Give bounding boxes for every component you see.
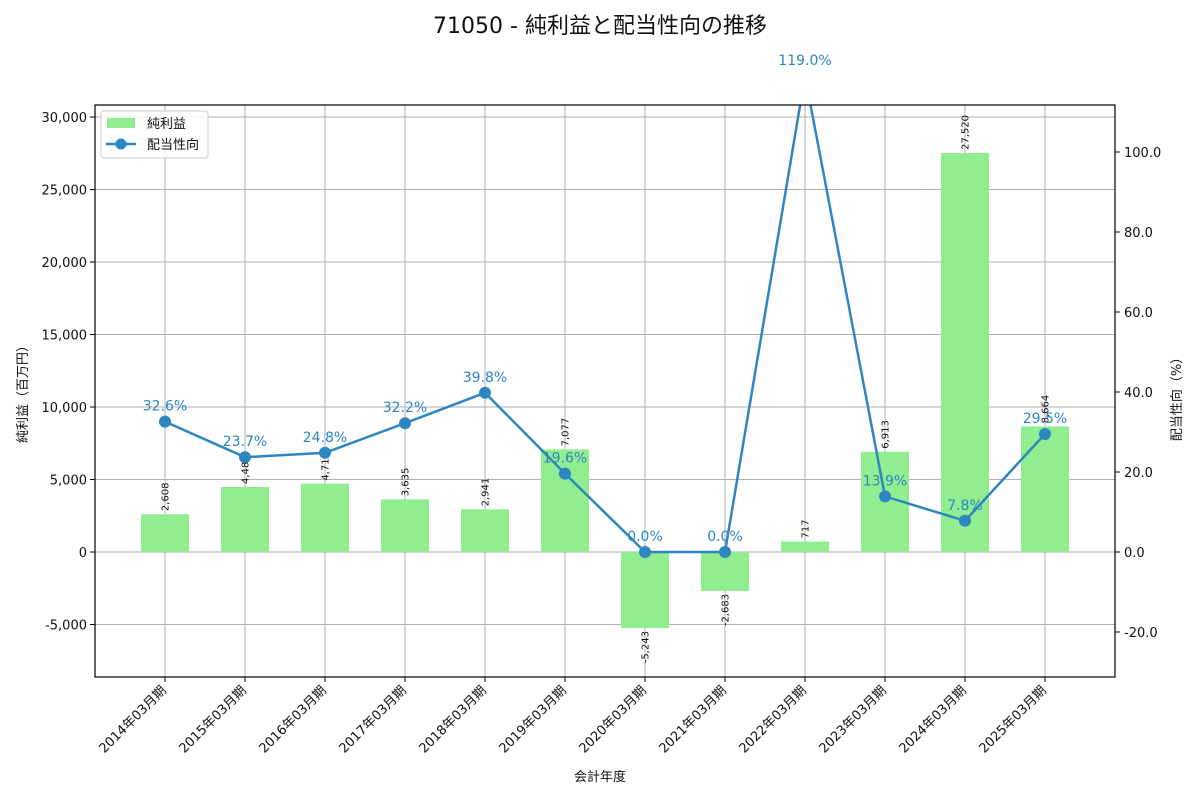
payout-ratio-marker	[639, 546, 651, 558]
payout-ratio-label: 119.0%	[778, 53, 831, 69]
chart-title: 71050 - 純利益と配当性向の推移	[433, 14, 767, 39]
payout-ratio-marker	[1039, 428, 1051, 440]
bar-value-label: 8,664	[1041, 395, 1052, 424]
left-tick-label: 30,000	[42, 111, 88, 126]
x-tick-label: 2015年03月期	[177, 683, 250, 756]
left-y-axis-label: 純利益（百万円）	[16, 339, 31, 443]
payout-ratio-marker	[159, 415, 171, 428]
payout-ratio-label: 19.6%	[543, 451, 587, 467]
net-income-bars	[141, 152, 1069, 629]
left-tick-label: 5,000	[50, 474, 87, 489]
payout-ratio-line	[159, 70, 1051, 558]
bar-value-label: 27,520	[961, 115, 972, 150]
right-tick-label: 40.0	[1124, 386, 1153, 401]
payout-ratio-label: 24.8%	[303, 430, 347, 446]
net-income-bar	[221, 487, 269, 553]
payout-ratio-label: 32.2%	[383, 400, 427, 416]
left-y-axis: -5,000 0 5,000 10,000 15,000 20,000 25,000 30,0…	[42, 111, 95, 634]
payout-ratio-label: 13.9%	[863, 473, 907, 489]
x-tick-label: 2021年03月期	[657, 683, 730, 756]
right-tick-label: 0.0	[1124, 546, 1145, 561]
payout-ratio-marker	[719, 546, 731, 558]
payout-ratio-label: 0.0%	[627, 529, 663, 545]
net-income-bar	[941, 152, 989, 553]
bar-value-label: 6,913	[881, 420, 892, 449]
legend-bar-label: 純利益	[147, 117, 186, 132]
net-income-bar	[141, 514, 189, 553]
bar-value-label: 717	[801, 520, 812, 539]
left-tick-label: 10,000	[42, 401, 88, 416]
right-tick-label: 80.0	[1124, 226, 1153, 241]
payout-ratio-marker	[799, 70, 811, 82]
bar-value-label: 4,71	[321, 458, 332, 480]
x-tick-label: 2019年03月期	[497, 683, 570, 756]
net-income-bar	[301, 483, 349, 553]
x-tick-label: 2018年03月期	[417, 683, 490, 756]
bar-value-label: 4,48	[241, 462, 252, 484]
net-income-bar	[781, 541, 829, 553]
x-tick-label: 2020年03月期	[577, 683, 650, 756]
legend-bar-swatch-icon	[107, 118, 135, 128]
net-income-bar	[461, 509, 509, 553]
net-income-bar	[1021, 426, 1069, 553]
payout-ratio-marker	[399, 417, 411, 430]
bar-value-label: -2,683	[721, 594, 732, 626]
left-tick-label: 20,000	[42, 256, 88, 271]
payout-ratio-label: 0.0%	[707, 529, 743, 545]
payout-ratio-marker	[879, 490, 891, 503]
payout-ratio-label: 29.5%	[1023, 411, 1067, 427]
payout-ratio-polyline	[164, 105, 1046, 554]
x-tick-label: 2024年03月期	[897, 683, 970, 756]
plot-frame	[94, 104, 1116, 678]
payout-ratio-marker	[239, 451, 251, 464]
legend-marker-icon	[115, 138, 127, 150]
right-y-axis-label: 配当性向（%）	[1169, 351, 1185, 441]
payout-ratio-marker	[959, 514, 971, 527]
payout-ratio-label: 32.6%	[143, 399, 187, 415]
x-axis: 2014年03月期 2015年03月期 2016年03月期 2017年03月期 2018…	[97, 677, 1050, 757]
data-labels: 2,608 4,48 4,71 3,635 2,941 7,077 -5,243 -2,683…	[143, 53, 1067, 663]
net-income-bar	[381, 499, 429, 553]
x-tick-label: 2025年03月期	[977, 683, 1050, 756]
left-tick-label: 0	[79, 546, 87, 561]
left-tick-label: 15,000	[42, 329, 88, 344]
net-income-bar	[701, 552, 749, 591]
bar-value-label: -5,243	[641, 631, 652, 663]
payout-ratio-label: 39.8%	[463, 370, 507, 386]
x-tick-label: 2023年03月期	[817, 683, 890, 756]
payout-ratio-marker	[319, 446, 331, 459]
x-axis-label: 会計年度	[574, 769, 626, 785]
bar-value-label: 3,635	[401, 468, 412, 497]
right-y-axis: -20.0 0.0 20.0 40.0 60.0 80.0 100.0	[1115, 146, 1161, 641]
payout-ratio-marker	[559, 467, 571, 480]
payout-ratio-marker	[479, 386, 491, 399]
bar-value-label: 2,941	[481, 478, 492, 507]
bar-value-label: 7,077	[561, 418, 572, 447]
x-tick-label: 2016年03月期	[257, 683, 330, 756]
legend: 純利益 配当性向	[100, 110, 209, 159]
net-income-bar	[541, 449, 589, 553]
right-tick-label: 20.0	[1124, 466, 1153, 481]
left-tick-label: -5,000	[45, 619, 87, 634]
legend-line-label: 配当性向	[147, 137, 199, 153]
payout-ratio-label: 7.8%	[947, 498, 983, 514]
payout-ratio-label: 23.7%	[223, 434, 267, 450]
left-tick-label: 25,000	[42, 184, 88, 199]
right-tick-label: 100.0	[1124, 146, 1161, 161]
right-tick-label: 60.0	[1124, 306, 1153, 321]
right-tick-label: -20.0	[1124, 626, 1158, 641]
x-tick-label: 2022年03月期	[737, 683, 810, 756]
x-tick-label: 2014年03月期	[97, 683, 170, 756]
net-income-bar	[621, 552, 669, 629]
bar-value-label: 2,608	[161, 483, 172, 512]
x-tick-label: 2017年03月期	[337, 683, 410, 756]
